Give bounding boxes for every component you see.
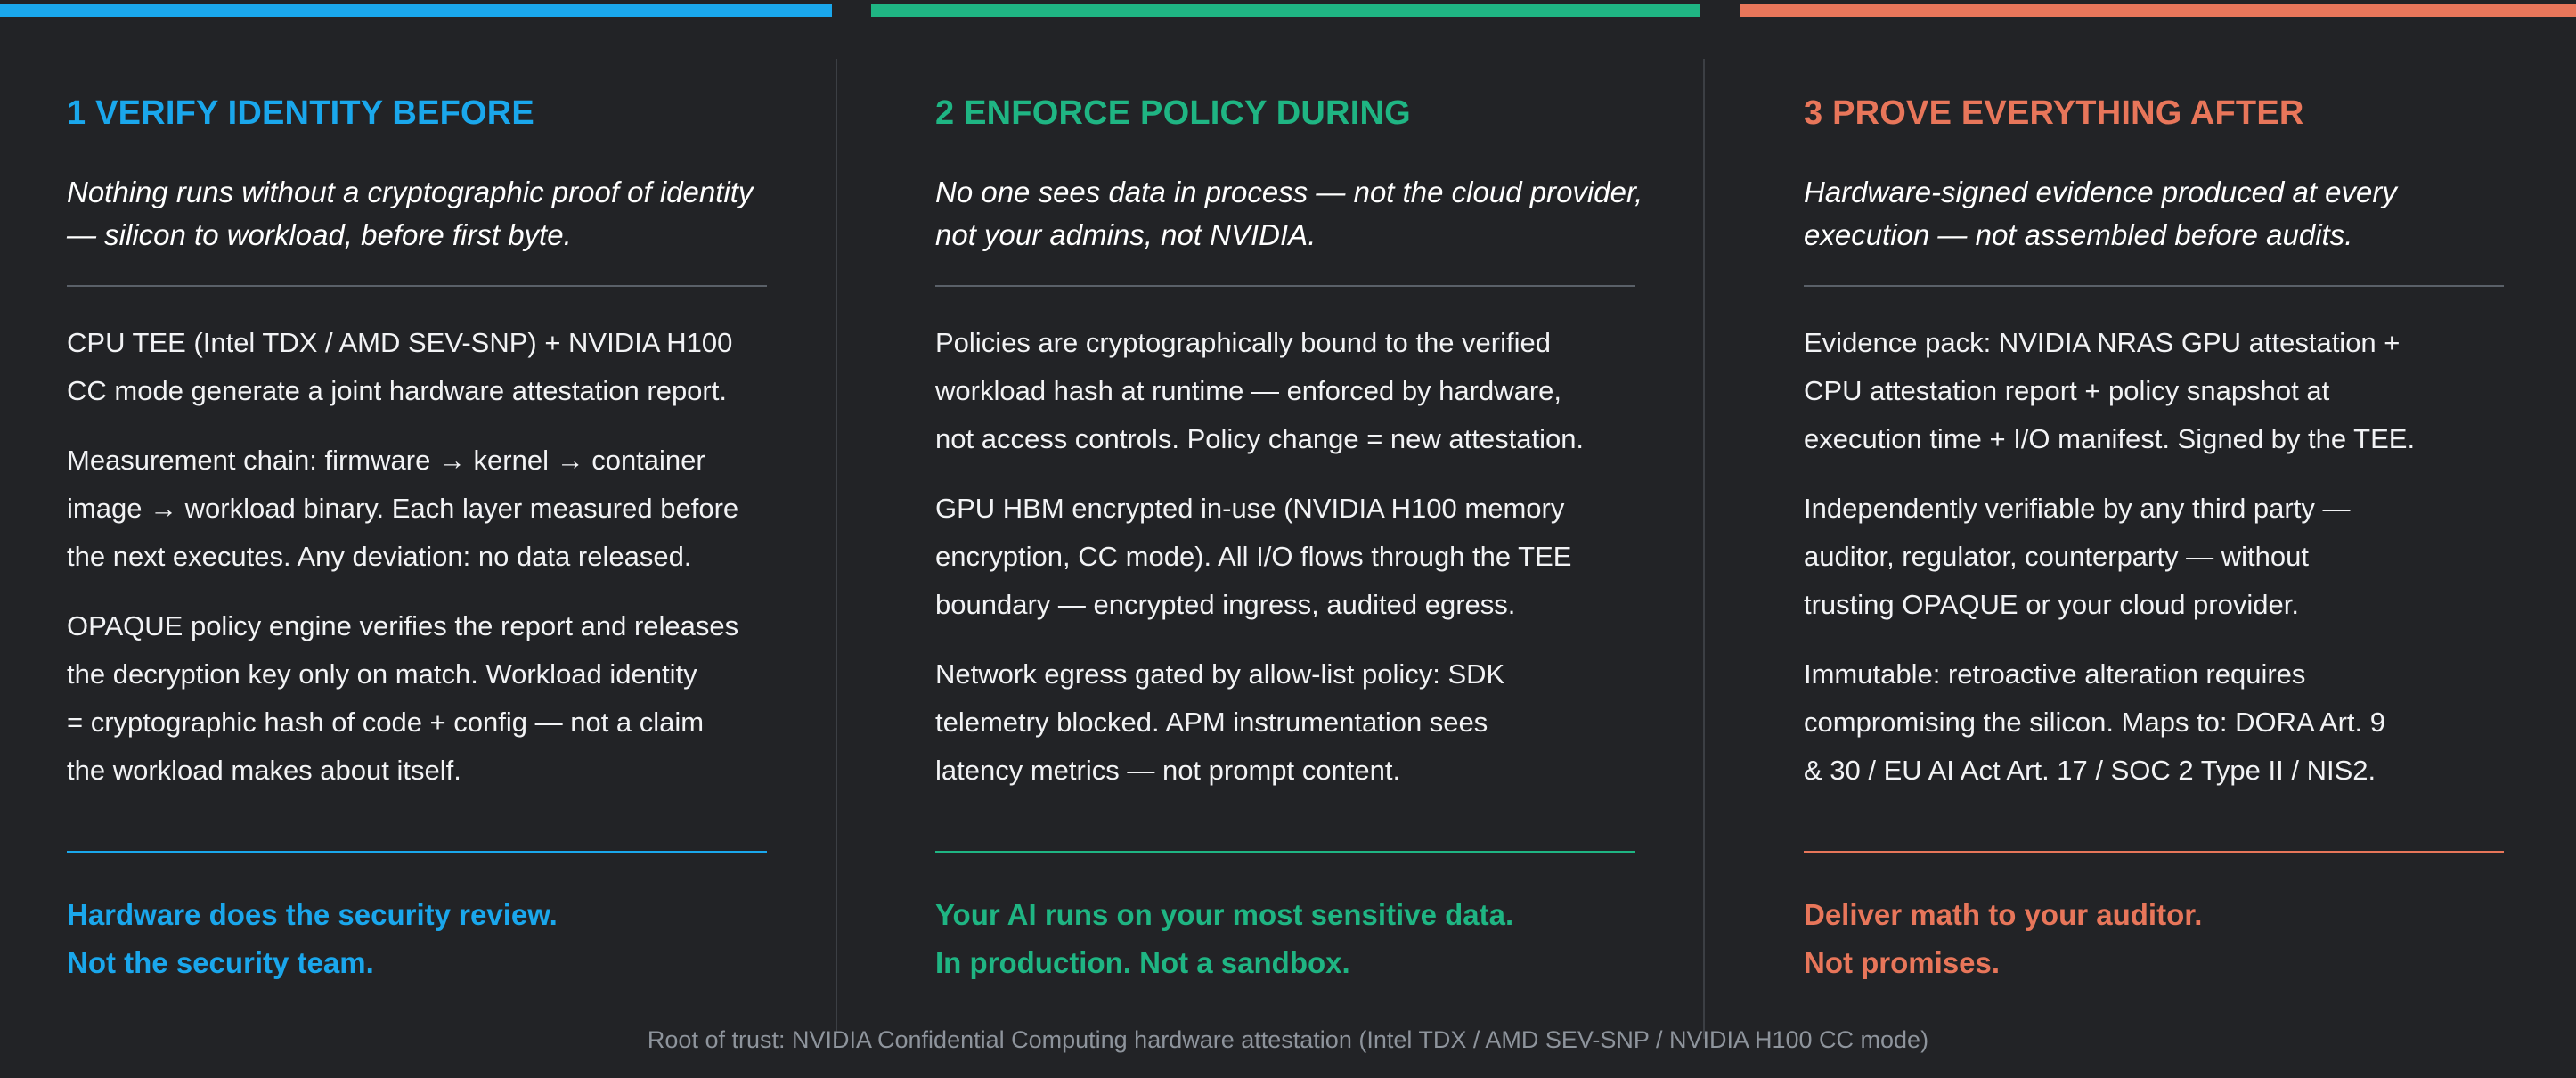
section-divider: [67, 285, 767, 287]
punch-line: Hardware does the security review. Not t…: [67, 891, 779, 987]
punch-line-1: Hardware does the security review.: [67, 898, 558, 931]
section-divider: [1804, 285, 2504, 287]
column-divider: [1703, 59, 1705, 1039]
body-paragraph: Independently verifiable by any third pa…: [1804, 493, 2351, 620]
accent-bar-prove: [1740, 4, 2576, 17]
column-body: CPU TEE (Intel TDX / AMD SEV-SNP) + NVID…: [67, 319, 779, 816]
body-paragraph: Network egress gated by allow-list polic…: [935, 658, 1505, 786]
body-paragraph: Immutable: retroactive alteration requir…: [1804, 658, 2385, 786]
punch-line-2: Not the security team.: [67, 946, 374, 979]
column-body: Evidence pack: NVIDIA NRAS GPU attestati…: [1804, 319, 2516, 816]
column-heading: 1 VERIFY IDENTITY BEFORE: [67, 94, 534, 132]
body-paragraph: Measurement chain: firmware → kernel → c…: [67, 445, 739, 572]
body-paragraph: Policies are cryptographically bound to …: [935, 327, 1585, 454]
punch-line-1: Deliver math to your auditor.: [1804, 898, 2203, 931]
footer-root-of-trust: Root of trust: NVIDIA Confidential Compu…: [647, 1026, 1929, 1053]
column-tagline: Nothing runs without a cryptographic pro…: [67, 176, 754, 251]
punch-line-2: In production. Not a sandbox.: [935, 946, 1350, 979]
column-body: Policies are cryptographically bound to …: [935, 319, 1648, 816]
column-tagline: Hardware-signed evidence produced at eve…: [1804, 176, 2397, 251]
accent-bar-enforce: [871, 4, 1700, 17]
column-heading: 2 ENFORCE POLICY DURING: [935, 94, 1411, 132]
punch-line-2: Not promises.: [1804, 946, 2001, 979]
accent-bar-verify: [0, 4, 832, 17]
body-paragraph: GPU HBM encrypted in-use (NVIDIA H100 me…: [935, 493, 1572, 620]
column-tagline: No one sees data in process — not the cl…: [935, 176, 1643, 251]
column-divider: [836, 59, 837, 1039]
punch-line: Deliver math to your auditor. Not promis…: [1804, 891, 2516, 987]
accent-divider: [1804, 851, 2504, 853]
punch-line: Your AI runs on your most sensitive data…: [935, 891, 1648, 987]
section-divider: [935, 285, 1635, 287]
punch-line-1: Your AI runs on your most sensitive data…: [935, 898, 1514, 931]
body-paragraph: CPU TEE (Intel TDX / AMD SEV-SNP) + NVID…: [67, 327, 733, 406]
accent-divider: [67, 851, 767, 853]
accent-divider: [935, 851, 1635, 853]
body-paragraph: Evidence pack: NVIDIA NRAS GPU attestati…: [1804, 327, 2416, 454]
body-paragraph: OPAQUE policy engine verifies the report…: [67, 610, 739, 786]
column-heading: 3 PROVE EVERYTHING AFTER: [1804, 94, 2304, 132]
